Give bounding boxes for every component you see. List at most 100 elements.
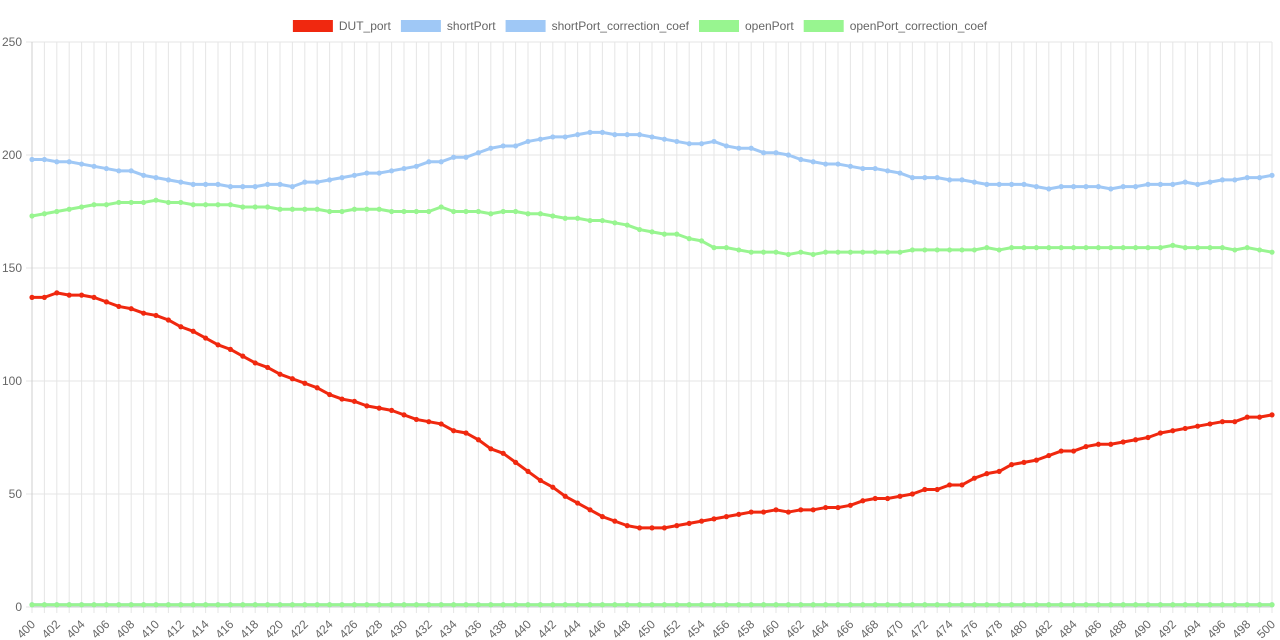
data-point <box>810 159 816 165</box>
data-point <box>265 181 271 187</box>
data-point <box>798 249 804 255</box>
data-point <box>327 602 333 608</box>
data-point <box>959 482 965 488</box>
data-point <box>1033 184 1039 190</box>
data-point <box>165 317 171 323</box>
data-point <box>785 602 792 608</box>
legend-label: openPort <box>745 19 794 33</box>
data-point <box>1244 414 1250 420</box>
data-point <box>277 181 283 187</box>
legend-item-openPort[interactable]: openPort <box>698 19 794 33</box>
data-point <box>674 523 680 529</box>
data-point <box>761 249 767 255</box>
data-point <box>1033 457 1039 463</box>
data-point <box>1033 245 1039 251</box>
data-point <box>686 520 692 526</box>
data-point <box>1095 441 1101 447</box>
data-point <box>674 138 680 145</box>
data-point <box>1145 434 1151 441</box>
data-point <box>91 202 97 208</box>
data-point <box>513 208 519 215</box>
data-point <box>327 208 333 215</box>
x-tick-label: 454 <box>684 617 708 640</box>
data-point <box>1244 602 1250 608</box>
data-point <box>1009 181 1015 187</box>
data-point <box>847 163 854 169</box>
x-tick-label: 492 <box>1155 617 1179 640</box>
data-point <box>1219 419 1225 425</box>
data-point <box>463 602 469 608</box>
data-point <box>153 602 159 608</box>
data-point <box>1071 448 1077 454</box>
data-point <box>1046 602 1052 608</box>
data-point <box>178 324 184 330</box>
data-point <box>413 602 419 608</box>
legend-item-openPort_correction_coef[interactable]: openPort_correction_coef <box>803 19 988 33</box>
data-point <box>215 202 221 208</box>
data-point <box>909 175 916 181</box>
x-tick-label: 442 <box>535 617 559 640</box>
x-tick-label: 468 <box>857 617 881 640</box>
data-point <box>761 602 767 608</box>
data-point <box>103 602 109 608</box>
legend[interactable]: DUT_port shortPort shortPort_correction_co… <box>292 19 988 33</box>
x-tick-label: 480 <box>1006 617 1030 640</box>
data-point <box>562 134 568 140</box>
x-tick-label: 408 <box>113 617 137 640</box>
data-point <box>1157 181 1163 187</box>
data-point <box>277 602 283 608</box>
data-point <box>376 602 382 608</box>
data-point <box>438 421 444 427</box>
data-point <box>29 294 35 300</box>
data-point <box>1219 602 1225 608</box>
data-point <box>773 150 779 156</box>
data-point <box>401 412 407 418</box>
data-point <box>748 509 754 515</box>
data-point <box>351 206 357 212</box>
data-point <box>1133 437 1139 443</box>
data-point <box>1009 245 1015 251</box>
data-point <box>227 202 233 208</box>
data-point <box>922 486 928 493</box>
data-point <box>649 134 655 140</box>
legend-item-shortPort_correction_coef[interactable]: shortPort_correction_coef <box>505 19 690 33</box>
data-point <box>327 391 333 398</box>
x-tick-label: 404 <box>64 617 88 640</box>
data-point <box>637 602 643 608</box>
data-point <box>612 220 618 226</box>
data-point <box>190 181 196 187</box>
data-point <box>376 206 382 212</box>
data-point <box>934 486 940 493</box>
data-point <box>575 500 581 506</box>
data-point <box>215 602 221 608</box>
y-tick-label: 250 <box>2 35 22 49</box>
data-point <box>699 518 705 524</box>
data-point <box>1244 175 1250 181</box>
y-tick-label: 150 <box>2 261 22 275</box>
data-point <box>773 602 779 608</box>
legend-item-shortPort[interactable]: shortPort <box>400 19 496 33</box>
data-point <box>116 602 122 608</box>
data-point <box>971 179 978 185</box>
x-tick-label: 470 <box>882 617 906 640</box>
data-point <box>1182 245 1188 251</box>
data-point <box>810 507 816 513</box>
data-point <box>1009 602 1015 608</box>
data-point <box>488 446 494 452</box>
data-point <box>624 222 630 228</box>
x-tick-label: 402 <box>39 617 63 640</box>
data-point <box>426 208 432 215</box>
data-point <box>277 206 283 212</box>
data-point <box>426 602 432 608</box>
data-point <box>785 251 792 258</box>
legend-label: shortPort_correction_coef <box>552 19 690 33</box>
data-point <box>1257 414 1263 420</box>
data-point <box>41 156 48 163</box>
data-point <box>761 150 767 156</box>
legend-item-DUT_port[interactable]: DUT_port <box>292 19 392 33</box>
data-point <box>711 138 717 145</box>
data-point <box>736 602 742 608</box>
data-point <box>401 602 407 608</box>
legend-swatch <box>292 20 333 32</box>
data-point <box>1182 602 1188 608</box>
